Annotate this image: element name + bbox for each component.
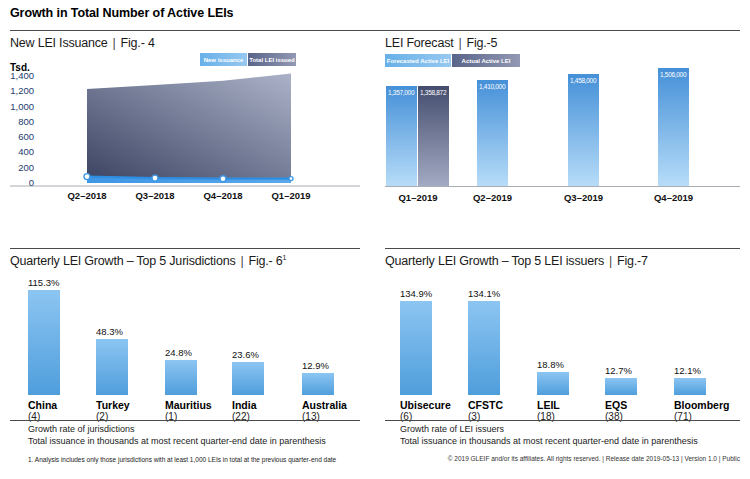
report-page: Growth in Total Number of Active LEIs Ne… (0, 0, 750, 479)
bar-value-label: 1,357,000 (388, 89, 414, 96)
percent-label: 134.9% (400, 288, 432, 299)
growth-bar (232, 362, 264, 396)
fig4-area-chart: 1,400 1,200 1,000 800 600 400 200 0 Q2–2018 Q3–20… (10, 68, 360, 208)
y-tick-label: 600 (18, 131, 34, 142)
fig5-title: LEI Forecast (385, 36, 453, 50)
fig6-footnote-marker: 1 (283, 254, 287, 261)
y-tick-label: 800 (18, 116, 34, 127)
category-label: Australia (302, 399, 347, 411)
fig5-bar-chart: 1,357,000 1,358,872 Q1–2019 1,410,000 Q2–201… (385, 60, 740, 210)
marker-dot (289, 177, 293, 181)
footer-text: © 2019 GLEIF and/or its affiliates. All … (320, 455, 740, 462)
forecast-bar: 1,410,000 (477, 80, 508, 187)
title-separator: | (108, 36, 121, 50)
percent-label: 12.7% (605, 365, 632, 376)
fig6-bottom-divider (10, 420, 360, 421)
category-label: Q4–2019 (654, 192, 693, 203)
category-label: CFSTC (468, 399, 503, 411)
fig4-legend-total-lei-issued: Total LEI issued (248, 53, 296, 66)
category-label: Bloomberg (674, 399, 729, 411)
category-label: Q2–2019 (473, 192, 512, 203)
fig4-legend-new-issuance: New issuance (200, 53, 247, 66)
bar-value-label: 1,410,000 (479, 83, 505, 90)
percent-label: 48.3% (96, 326, 123, 337)
category-label: Q1–2019 (398, 192, 437, 203)
fig6-title: Quarterly LEI Growth – Top 5 Jurisdictio… (10, 254, 236, 268)
actual-bar: 1,358,872 (418, 86, 449, 186)
category-label: Ubisecure (400, 399, 451, 411)
fig6-top-divider (10, 248, 360, 249)
fig7-section-title: Quarterly LEI Growth – Top 5 LEI issuers… (385, 254, 648, 268)
y-tick-label: 1,400 (10, 70, 34, 81)
y-tick-label: 1,200 (10, 85, 34, 96)
x-axis-label: Q3–2018 (135, 190, 174, 201)
fig7-top-divider (385, 248, 740, 249)
y-tick-label: 400 (18, 146, 34, 157)
fig5-x-axis (385, 186, 740, 187)
title-separator: | (236, 254, 249, 268)
fig6-note-line2: Total issuance in thousands at most rece… (28, 436, 326, 446)
marker-dot (152, 175, 158, 181)
title-separator: | (453, 36, 466, 50)
percent-label: 24.8% (165, 347, 192, 358)
bar-value-label: 1,506,000 (660, 71, 686, 78)
marker-dot (220, 176, 226, 182)
percent-label: 12.9% (302, 360, 329, 371)
fig5-section-title: LEI Forecast|Fig.-5 (385, 36, 497, 50)
x-axis-label: Q4–2018 (203, 190, 242, 201)
category-label: Mauritius (165, 399, 212, 411)
fig7-bar-chart: 134.9%Ubisecure(6)134.1%CFSTC(3)18.8%LEI… (385, 270, 740, 422)
forecast-bar: 1,506,000 (658, 68, 689, 186)
growth-bar (96, 339, 128, 395)
growth-bar (28, 290, 60, 395)
header-divider (10, 30, 740, 31)
fig6-fig-label: Fig.- 6 (249, 254, 283, 268)
fig6-section-title: Quarterly LEI Growth – Top 5 Jurisdictio… (10, 254, 286, 268)
percent-label: 23.6% (232, 349, 259, 360)
marker-dot (84, 174, 90, 180)
y-tick-label: 0 (29, 177, 34, 188)
fig7-title: Quarterly LEI Growth – Top 5 LEI issuers (385, 254, 604, 268)
fig6-bar-chart: 115.3%China(4)48.3%Turkey(2)24.8%Mauriti… (10, 270, 360, 422)
fig4-section-title: New LEI Issuance|Fig.- 4 (10, 36, 155, 50)
percent-label: 115.3% (28, 277, 60, 288)
fig6-note-line1: Growth rate of jurisdictions (28, 424, 135, 434)
page-title: Growth in Total Number of Active LEIs (10, 6, 233, 20)
percent-label: 134.1% (468, 288, 500, 299)
area-total-lei-issued (87, 74, 291, 179)
bar-value-label: 1,358,872 (420, 89, 446, 96)
growth-bar (302, 373, 334, 395)
category-label: EQS (605, 399, 627, 411)
y-tick-label: 1,000 (10, 101, 34, 112)
growth-bar (537, 372, 569, 395)
growth-bar (165, 360, 197, 395)
title-separator: | (604, 254, 617, 268)
footnote-text: 1. Analysis includes only those jurisdic… (28, 456, 336, 463)
growth-bar (468, 301, 500, 395)
fig4-title: New LEI Issuance (10, 36, 108, 50)
y-tick-label: 200 (18, 162, 34, 173)
fig5-fig-label: Fig.-5 (467, 36, 498, 50)
fig7-bottom-divider (385, 420, 740, 421)
category-label: Q3–2019 (564, 192, 603, 203)
fig7-fig-label: Fig.-7 (617, 254, 648, 268)
category-label: LEIL (537, 399, 560, 411)
fig4-fig-label: Fig.- 4 (121, 36, 155, 50)
forecast-bar: 1,357,000 (386, 86, 417, 186)
percent-label: 18.8% (537, 359, 564, 370)
x-axis-label: Q2–2018 (67, 190, 106, 201)
category-label: India (232, 399, 257, 411)
growth-bar (400, 301, 432, 395)
x-axis-label: Q1–2019 (271, 190, 310, 201)
percent-label: 12.1% (674, 365, 701, 376)
bar-value-label: 1,458,000 (570, 77, 596, 84)
category-label: Turkey (96, 399, 130, 411)
category-label: China (28, 399, 57, 411)
growth-bar (674, 378, 706, 395)
forecast-bar: 1,458,000 (568, 74, 599, 186)
fig7-note-line1: Growth rate of LEI issuers (400, 424, 504, 434)
fig7-note-line2: Total issuance in thousands at most rece… (400, 436, 698, 446)
growth-bar (605, 378, 637, 395)
